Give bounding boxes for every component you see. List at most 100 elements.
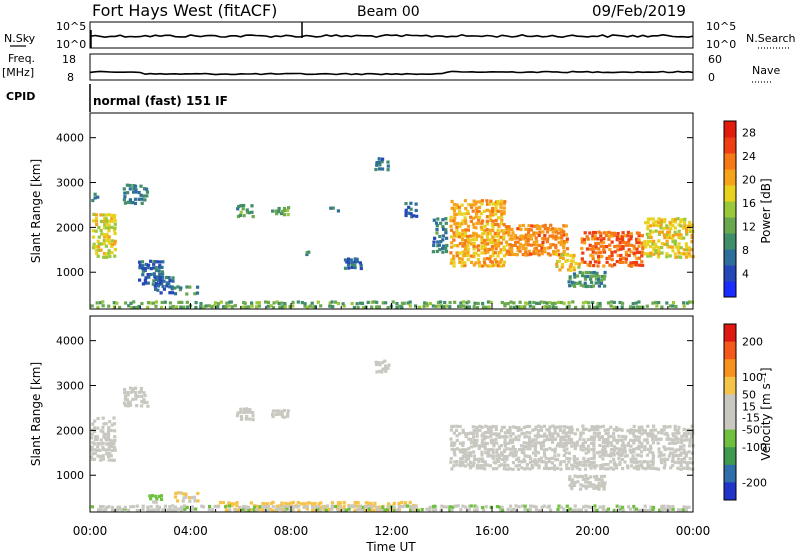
data-cell <box>113 213 117 218</box>
data-cell <box>620 453 624 458</box>
data-cell <box>670 459 675 463</box>
data-cell <box>538 249 542 253</box>
data-cell <box>452 206 456 211</box>
data-cell <box>671 463 675 468</box>
data-cell <box>98 454 102 459</box>
data-cell <box>239 204 243 208</box>
data-cell <box>503 248 507 252</box>
data-cell <box>581 427 586 431</box>
data-cell <box>621 434 625 439</box>
data-cell <box>216 305 220 309</box>
data-cell <box>525 445 529 449</box>
data-cell <box>539 300 543 304</box>
data-cell <box>257 301 261 305</box>
data-cell <box>547 438 551 442</box>
data-cell <box>491 448 495 452</box>
data-cell <box>282 504 286 509</box>
data-cell <box>685 232 689 236</box>
data-cell <box>250 204 254 208</box>
y-tick-label: 1000 <box>56 266 84 279</box>
data-cell <box>132 505 136 509</box>
data-cell <box>594 281 598 285</box>
data-cell <box>497 435 501 439</box>
data-cell <box>619 257 623 261</box>
data-cell <box>569 440 574 444</box>
data-cell <box>107 304 111 308</box>
data-cell <box>439 508 443 512</box>
data-cell <box>494 206 498 210</box>
data-cell <box>123 397 127 401</box>
data-cell <box>632 507 637 511</box>
data-cell <box>485 222 489 226</box>
data-cell <box>460 264 464 268</box>
data-cell <box>185 505 189 509</box>
data-cell <box>682 248 686 252</box>
data-cell <box>534 243 538 247</box>
data-cell <box>101 505 105 509</box>
data-cell <box>621 235 625 239</box>
data-cell <box>560 265 564 269</box>
data-cell <box>674 255 678 259</box>
data-cell <box>688 254 692 258</box>
data-cell <box>514 435 518 439</box>
data-cell <box>685 227 689 231</box>
data-cell <box>141 269 145 273</box>
data-cell <box>583 277 588 281</box>
data-cell <box>461 260 465 264</box>
data-cell <box>468 466 473 470</box>
data-cell <box>126 200 130 204</box>
data-cell <box>600 453 605 457</box>
data-cell <box>537 253 541 257</box>
data-cell <box>532 240 536 244</box>
data-cell <box>182 305 186 309</box>
data-cell <box>464 505 468 509</box>
data-cell <box>139 193 143 197</box>
data-cell <box>405 504 410 508</box>
data-cell <box>576 281 580 285</box>
data-cell <box>562 438 566 442</box>
data-cell <box>651 301 655 305</box>
data-cell <box>469 438 473 442</box>
data-cell <box>508 453 512 457</box>
data-cell <box>540 252 544 256</box>
data-cell <box>654 245 659 249</box>
data-cell <box>582 444 586 449</box>
data-cell <box>668 505 672 509</box>
data-cell <box>518 224 522 228</box>
data-cell <box>261 508 265 512</box>
data-cell <box>624 253 629 257</box>
data-cell <box>514 464 518 468</box>
data-cell <box>322 505 326 509</box>
data-cell <box>485 234 489 238</box>
data-cell <box>583 260 587 264</box>
data-cell <box>245 208 249 212</box>
data-cell <box>597 277 601 281</box>
data-cell <box>255 508 259 512</box>
data-cell <box>190 505 194 509</box>
data-cell <box>157 278 161 282</box>
data-cell <box>536 435 540 439</box>
data-cell <box>325 504 330 508</box>
data-cell <box>480 221 484 225</box>
data-cell <box>319 304 323 308</box>
data-cell <box>528 443 532 448</box>
data-cell <box>126 401 130 405</box>
data-cell <box>474 226 478 230</box>
data-cell <box>171 508 175 512</box>
data-cell <box>481 301 485 306</box>
data-cell <box>115 301 119 305</box>
data-cell <box>634 507 639 511</box>
data-cell <box>93 429 97 434</box>
data-cell <box>140 399 144 404</box>
data-cell <box>568 284 572 288</box>
data-cell <box>132 306 136 310</box>
data-cell <box>632 441 636 445</box>
data-cell <box>608 243 612 247</box>
data-cell <box>601 275 605 279</box>
data-cell <box>522 431 526 435</box>
data-cell <box>624 260 628 264</box>
data-cell <box>640 241 644 245</box>
data-cell <box>488 202 492 206</box>
data-cell <box>621 244 625 249</box>
data-cell <box>510 246 514 250</box>
